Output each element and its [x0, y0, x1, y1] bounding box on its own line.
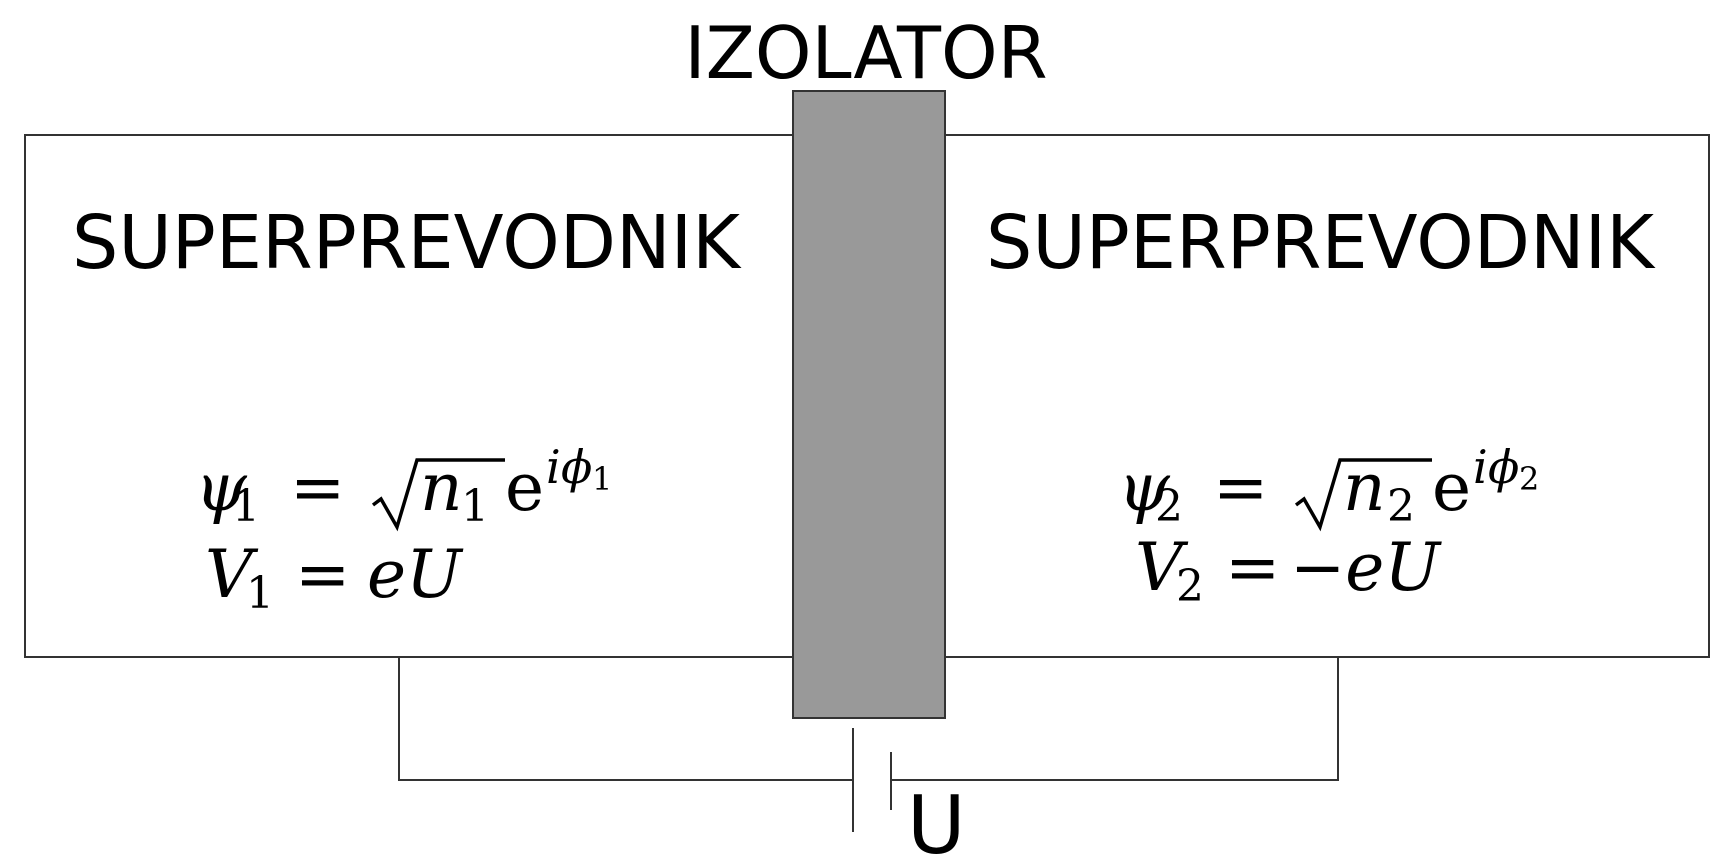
left-sqrt-sign — [371, 458, 505, 532]
right-exp-i: i — [1473, 440, 1488, 494]
left-V-rhs: eU — [367, 536, 464, 613]
left-V-subscript: 1 — [246, 568, 274, 619]
right-sqrt-sign — [1294, 458, 1432, 532]
insulator-label: IZOLATOR — [684, 11, 1047, 95]
right-V-subscript: 2 — [1176, 561, 1204, 612]
left-potential-equation: V 1 = eU — [205, 536, 464, 619]
left-exp-base: e — [505, 449, 544, 526]
left-psi-equals: = — [290, 449, 345, 526]
right-psi-subscript: 2 — [1155, 481, 1183, 532]
left-exp-i: i — [546, 440, 561, 494]
left-psi-symbol: ψ — [195, 449, 248, 526]
left-n-symbol: n — [420, 449, 463, 526]
left-V-symbol: V — [205, 536, 259, 613]
right-psi-equals: = — [1213, 449, 1268, 526]
left-superconductor-label: SUPERPREVODNIK — [72, 200, 742, 286]
left-wavefunction-equation: ψ 1 = n 1 e i ϕ 1 — [195, 440, 612, 532]
right-exp-phi: ϕ — [1488, 440, 1519, 494]
right-superconductor-label: SUPERPREVODNIK — [986, 200, 1656, 286]
right-V-symbol: V — [1135, 529, 1189, 606]
left-circuit-wire — [398, 657, 853, 781]
right-V-equals: = — [1225, 529, 1280, 606]
left-psi-subscript: 1 — [232, 481, 260, 532]
battery-icon — [852, 728, 892, 832]
right-exp-base: e — [1432, 449, 1471, 526]
right-circuit-wire — [891, 657, 1339, 781]
left-V-equals: = — [295, 536, 350, 613]
left-n-subscript: 1 — [461, 481, 489, 532]
right-n-symbol: n — [1343, 449, 1386, 526]
right-exp-subscript: 2 — [1519, 460, 1539, 498]
right-wavefunction-equation: ψ 2 = n 2 e i ϕ 2 — [1118, 440, 1539, 532]
left-exp-phi: ϕ — [561, 440, 592, 494]
insulator-barrier — [792, 90, 946, 719]
right-n-subscript: 2 — [1387, 481, 1415, 532]
right-V-rhs: −eU — [1290, 529, 1442, 606]
right-potential-equation: V 2 = −eU — [1135, 529, 1442, 612]
voltage-label: U — [907, 779, 966, 867]
right-psi-symbol: ψ — [1118, 449, 1171, 526]
left-exp-subscript: 1 — [592, 460, 612, 498]
